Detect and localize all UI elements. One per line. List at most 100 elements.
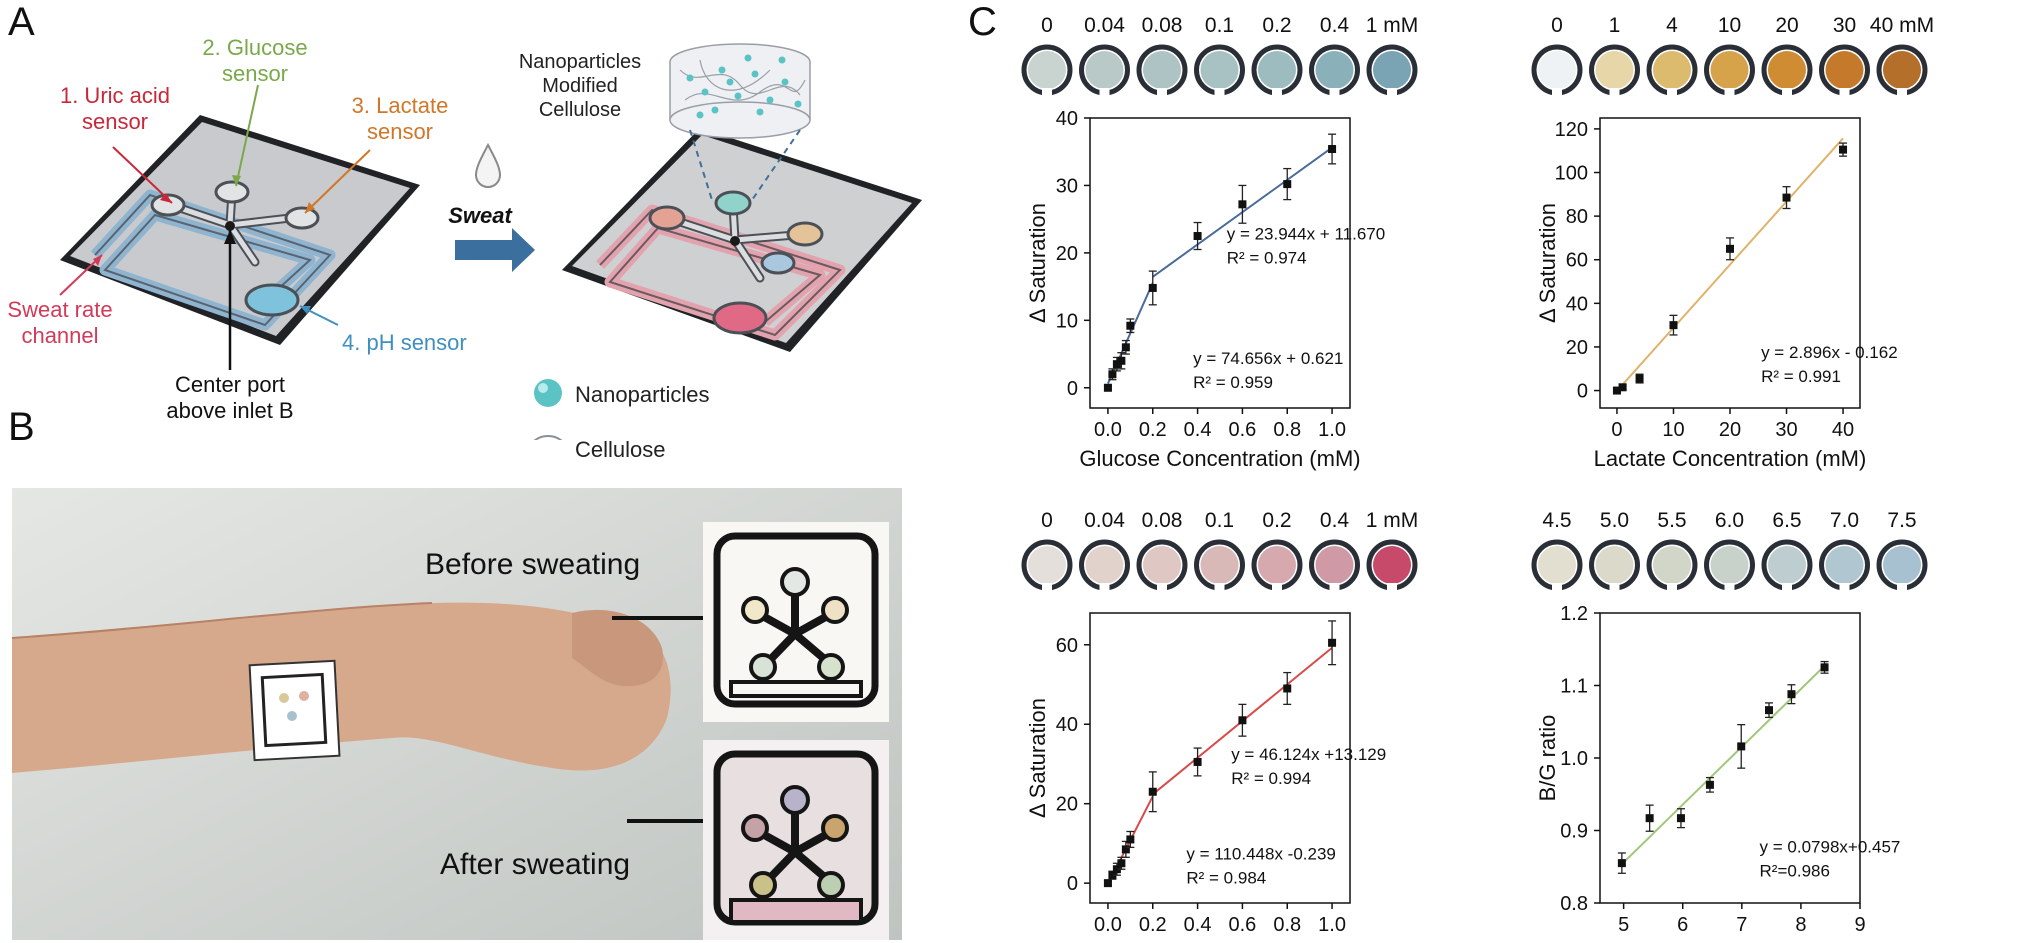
data-point [1820, 663, 1829, 672]
x-tick-label: 0.6 [1229, 914, 1257, 936]
y-tick-label: 120 [1555, 119, 1588, 141]
swatch-fill [1373, 546, 1411, 584]
swatch-fill [1143, 546, 1181, 584]
swatch-label: 40 mM [1870, 14, 1934, 37]
after-sweating-inset [703, 740, 889, 940]
swatch-fill [1883, 51, 1921, 89]
y-tick-label: 10 [1056, 310, 1078, 332]
swatch-label: 5.0 [1600, 509, 1629, 532]
swatch-fill [1538, 51, 1576, 89]
y-tick-label: 20 [1056, 243, 1078, 265]
swatch-fill [1768, 51, 1806, 89]
swatch-label: 0.4 [1320, 509, 1350, 532]
y-tick-label: 0.8 [1560, 893, 1588, 915]
x-tick-label: 0.6 [1229, 419, 1257, 441]
y-tick-label: 0.9 [1560, 821, 1588, 843]
y-tick-label: 40 [1056, 108, 1078, 130]
legend-cellulose-label: Cellulose [575, 437, 666, 462]
x-tick-label: 10 [1662, 419, 1684, 441]
fit-r-squared: R² = 0.984 [1186, 868, 1266, 887]
glucose-sensor-label: 2. Glucose sensor [202, 35, 308, 86]
swatch-label: 0.08 [1142, 509, 1183, 532]
swatch-gap [1387, 583, 1397, 591]
swatch-gap [1897, 88, 1907, 96]
swatch-gap [1042, 88, 1052, 96]
swatch-label: 7.0 [1830, 509, 1859, 532]
swatch-label: 0.1 [1205, 14, 1234, 37]
data-point [1328, 638, 1337, 647]
swatch-gap [1157, 583, 1167, 591]
swatch-fill [1028, 546, 1066, 584]
x-tick-label: 0.4 [1184, 914, 1212, 936]
swatch-label: 30 [1833, 14, 1856, 37]
data-point [1238, 200, 1247, 209]
swatch-label: 20 [1775, 14, 1798, 37]
legend-nanoparticles-label: Nanoparticles [575, 382, 710, 407]
swatch-label: 1 mM [1366, 509, 1419, 532]
swatch-label: 5.5 [1657, 509, 1686, 532]
x-tick-label: 8 [1795, 914, 1806, 936]
y-tick-label: 100 [1555, 163, 1588, 185]
lactate-sensor-label: 3. Lactate sensor [351, 93, 449, 144]
fit-equation: y = 74.656x + 0.621 [1193, 349, 1343, 368]
y-tick-label: 40 [1566, 293, 1588, 315]
swatch-label: 0.04 [1084, 509, 1125, 532]
swatch-gap [1272, 583, 1282, 591]
data-point [1112, 360, 1121, 369]
y-axis-label: Δ Saturation [1025, 203, 1050, 323]
y-tick-label: 0 [1577, 381, 1588, 403]
swatch-gap [1552, 583, 1562, 591]
fit-equation: y = 2.896x - 0.162 [1761, 343, 1898, 362]
swatch-label: 0.2 [1262, 14, 1291, 37]
x-tick-label: 0.0 [1094, 914, 1122, 936]
cellulose-legend-icon [533, 435, 563, 440]
fit-equation: y = 46.124x +13.129 [1231, 745, 1386, 764]
panel-letter-c: C [968, 0, 997, 44]
swatch-label: 0 [1551, 14, 1563, 37]
swatch-fill [1653, 546, 1691, 584]
sweat-label: Sweat [448, 203, 512, 228]
sensor-chip-right [562, 128, 922, 352]
swatch-fill [1315, 51, 1354, 89]
swatch-fill [1258, 51, 1296, 89]
droplet-icon [474, 142, 502, 188]
data-point [1103, 879, 1112, 888]
swatch-label: 6.5 [1772, 509, 1801, 532]
data-point [1117, 356, 1126, 365]
swatch-gap [1157, 88, 1167, 96]
swatch-label: 10 [1718, 14, 1741, 37]
data-point [1618, 383, 1627, 392]
swatch-fill [1595, 546, 1634, 584]
swatch-label: 4.5 [1542, 509, 1571, 532]
y-tick-label: 20 [1056, 794, 1078, 816]
swatch-label: 6.0 [1715, 509, 1744, 532]
swatch-fill [1315, 546, 1354, 584]
plot-frame [1089, 612, 1351, 904]
swatch-label: 4 [1666, 14, 1678, 37]
fit-line [1619, 662, 1829, 867]
ph-sensor-label: 4. pH sensor [342, 330, 467, 355]
swatch-fill [1538, 546, 1576, 584]
x-tick-label: 0.8 [1273, 914, 1301, 936]
swatch-fill [1200, 546, 1239, 584]
swatch-fill [1825, 51, 1864, 89]
data-point [1839, 145, 1848, 154]
swatch-label: 0.04 [1084, 14, 1125, 37]
swatch-gap [1099, 583, 1110, 591]
swatch-label: 1 [1609, 14, 1621, 37]
y-tick-label: 0 [1067, 378, 1078, 400]
swatch-label: 0.1 [1205, 509, 1234, 532]
x-tick-label: 9 [1854, 914, 1865, 936]
data-point [1193, 757, 1202, 766]
data-point [1765, 706, 1773, 715]
uric-acid-sensor-label: 1. Uric acid sensor [59, 83, 171, 134]
sweat-arrow-icon [455, 228, 535, 272]
swatch-gap [1387, 88, 1397, 96]
x-tick-label: 0.2 [1139, 419, 1167, 441]
data-point [1283, 180, 1292, 189]
y-tick-label: 1.1 [1560, 676, 1588, 698]
y-tick-label: 80 [1566, 206, 1588, 228]
panel-c-charts: 0 0.04 0.08 0.1 0.2 0.4 1 mM0.0 0.2 0.4 0.6 0.8 1.0… [1021, 14, 1934, 943]
panel-a-illustration [59, 43, 922, 440]
cellulose-cylinder-icon [669, 43, 811, 139]
